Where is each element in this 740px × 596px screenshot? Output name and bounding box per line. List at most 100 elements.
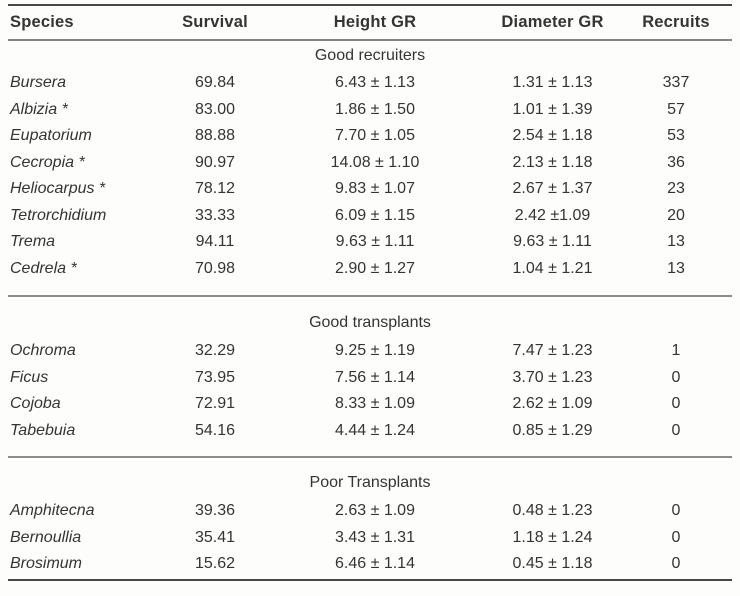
species-cell: Cojoba [10,395,61,413]
survival-cell: 83.00 [194,100,236,118]
table-row: Bernoullia 35.41 3.43 ± 1.31 1.18 ± 1.24… [8,525,732,552]
diameter-gr-cell: 1.31 ± 1.13 [512,74,593,92]
recruits-cell: 0 [671,395,681,413]
survival-cell: 88.88 [194,127,236,145]
diameter-gr-cell: 1.04 ± 1.21 [512,259,593,277]
height-gr-cell: 14.08 ± 1.10 [330,153,420,171]
column-header-species: Species [10,13,74,31]
height-gr-cell: 8.33 ± 1.09 [335,395,415,413]
table-row: Ochroma 32.29 9.25 ± 1.19 7.47 ± 1.23 1 [8,338,732,365]
recruits-cell: 0 [671,555,681,573]
diameter-gr-cell: 2.62 ± 1.09 [512,395,593,413]
height-gr-cell: 6.09 ± 1.15 [335,206,415,224]
table-row: Brosimum 15.62 6.46 ± 1.14 0.45 ± 1.18 0 [8,551,732,578]
recruits-cell: 36 [667,153,685,171]
section-title-row: Good recruiters [8,40,732,70]
species-recruitment-table: Species Survival Height GR Diameter GR R… [8,4,732,581]
height-gr-cell: 7.70 ± 1.05 [335,127,415,145]
diameter-gr-cell: 0.45 ± 1.18 [512,555,593,573]
diameter-gr-cell: 9.63 ± 1.11 [513,233,592,251]
recruits-cell: 57 [667,100,685,118]
section-title: Good transplants [309,314,431,331]
height-gr-cell: 6.46 ± 1.14 [335,555,415,573]
section-title-row: Poor Transplants [8,468,732,498]
table-row: Cedrela * 70.98 2.90 ± 1.27 1.04 ± 1.21 … [8,256,732,283]
survival-cell: 72.91 [194,395,236,413]
survival-cell: 73.95 [194,368,236,386]
species-cell: Eupatorium [10,127,92,145]
table-row: Amphitecna 39.36 2.63 ± 1.09 0.48 ± 1.23… [8,498,732,525]
column-header-survival: Survival [182,13,248,31]
diameter-gr-cell: 7.47 ± 1.23 [512,342,593,360]
survival-cell: 39.36 [194,502,236,520]
height-gr-cell: 2.63 ± 1.09 [335,502,415,520]
species-cell: Cedrela * [10,259,77,277]
table-row: Cojoba 72.91 8.33 ± 1.09 2.62 ± 1.09 0 [8,391,732,418]
diameter-gr-cell: 2.67 ± 1.37 [512,180,593,198]
survival-cell: 35.41 [194,528,236,546]
height-gr-cell: 9.83 ± 1.07 [335,180,415,198]
column-header-recruits: Recruits [642,13,710,31]
survival-cell: 15.62 [194,555,236,573]
table-row: Ficus 73.95 7.56 ± 1.14 3.70 ± 1.23 0 [8,365,732,392]
table-row: Eupatorium 88.88 7.70 ± 1.05 2.54 ± 1.18… [8,123,732,150]
diameter-gr-cell: 3.70 ± 1.23 [512,368,593,386]
recruits-cell: 337 [662,74,690,92]
recruits-cell: 0 [671,528,681,546]
column-header-diameter-gr: Diameter GR [501,13,604,31]
recruits-cell: 13 [667,259,685,277]
recruits-cell: 23 [667,180,685,198]
table-row: Trema 94.11 9.63 ± 1.11 9.63 ± 1.11 13 [8,229,732,256]
recruits-cell: 13 [667,233,685,251]
diameter-gr-cell: 2.13 ± 1.18 [512,153,593,171]
height-gr-cell: 4.44 ± 1.24 [335,421,415,439]
species-cell: Ficus [10,368,49,386]
species-cell: Albizia * [10,100,68,118]
height-gr-cell: 6.43 ± 1.13 [335,74,415,92]
table-row: Bursera 69.84 6.43 ± 1.13 1.31 ± 1.13 33… [8,70,732,97]
species-cell: Bernoullia [10,528,82,546]
survival-cell: 32.29 [194,342,236,360]
table-row: Tabebuia 54.16 4.44 ± 1.24 0.85 ± 1.29 0 [8,418,732,445]
table-row: Albizia * 83.00 1.86 ± 1.50 1.01 ± 1.39 … [8,97,732,124]
header-row: Species Survival Height GR Diameter GR R… [8,5,732,40]
recruits-cell: 1 [671,342,681,360]
section-spacer [8,296,732,308]
height-gr-cell: 2.90 ± 1.27 [335,259,415,277]
table-row: Cecropia * 90.97 14.08 ± 1.10 2.13 ± 1.1… [8,150,732,177]
species-cell: Heliocarpus * [10,180,106,198]
table-row: Tetrorchidium 33.33 6.09 ± 1.15 2.42 ±1.… [8,203,732,230]
section-spacer [8,578,732,580]
diameter-gr-cell: 2.54 ± 1.18 [512,127,593,145]
section-title-row: Good transplants [8,308,732,338]
table-header: Species Survival Height GR Diameter GR R… [8,5,732,40]
species-cell: Brosimum [10,555,83,573]
table-row: Heliocarpus * 78.12 9.83 ± 1.07 2.67 ± 1… [8,176,732,203]
recruits-cell: 0 [671,368,681,386]
species-cell: Tabebuia [10,421,76,439]
section-spacer [8,444,732,457]
section-title: Poor Transplants [309,474,431,491]
height-gr-cell: 3.43 ± 1.31 [335,528,415,546]
height-gr-cell: 9.63 ± 1.11 [335,233,415,251]
height-gr-cell: 9.25 ± 1.19 [335,342,415,360]
species-cell: Amphitecna [10,502,95,520]
section-poor-transplants: Poor Transplants Amphitecna 39.36 2.63 ±… [8,457,732,580]
recruits-cell: 0 [671,421,681,439]
species-cell: Tetrorchidium [10,206,107,224]
survival-cell: 69.84 [194,74,236,92]
diameter-gr-cell: 2.42 ±1.09 [514,206,591,224]
diameter-gr-cell: 0.48 ± 1.23 [512,502,593,520]
survival-cell: 54.16 [194,421,236,439]
recruits-cell: 20 [667,206,685,224]
section-spacer [8,282,732,296]
diameter-gr-cell: 1.01 ± 1.39 [512,100,593,118]
section-spacer [8,457,732,468]
survival-cell: 94.11 [195,233,235,251]
column-header-height-gr: Height GR [333,13,417,31]
diameter-gr-cell: 1.18 ± 1.24 [512,528,593,546]
species-cell: Ochroma [10,342,76,360]
species-cell: Bursera [10,74,67,92]
species-cell: Trema [10,233,56,251]
survival-cell: 33.33 [194,206,236,224]
